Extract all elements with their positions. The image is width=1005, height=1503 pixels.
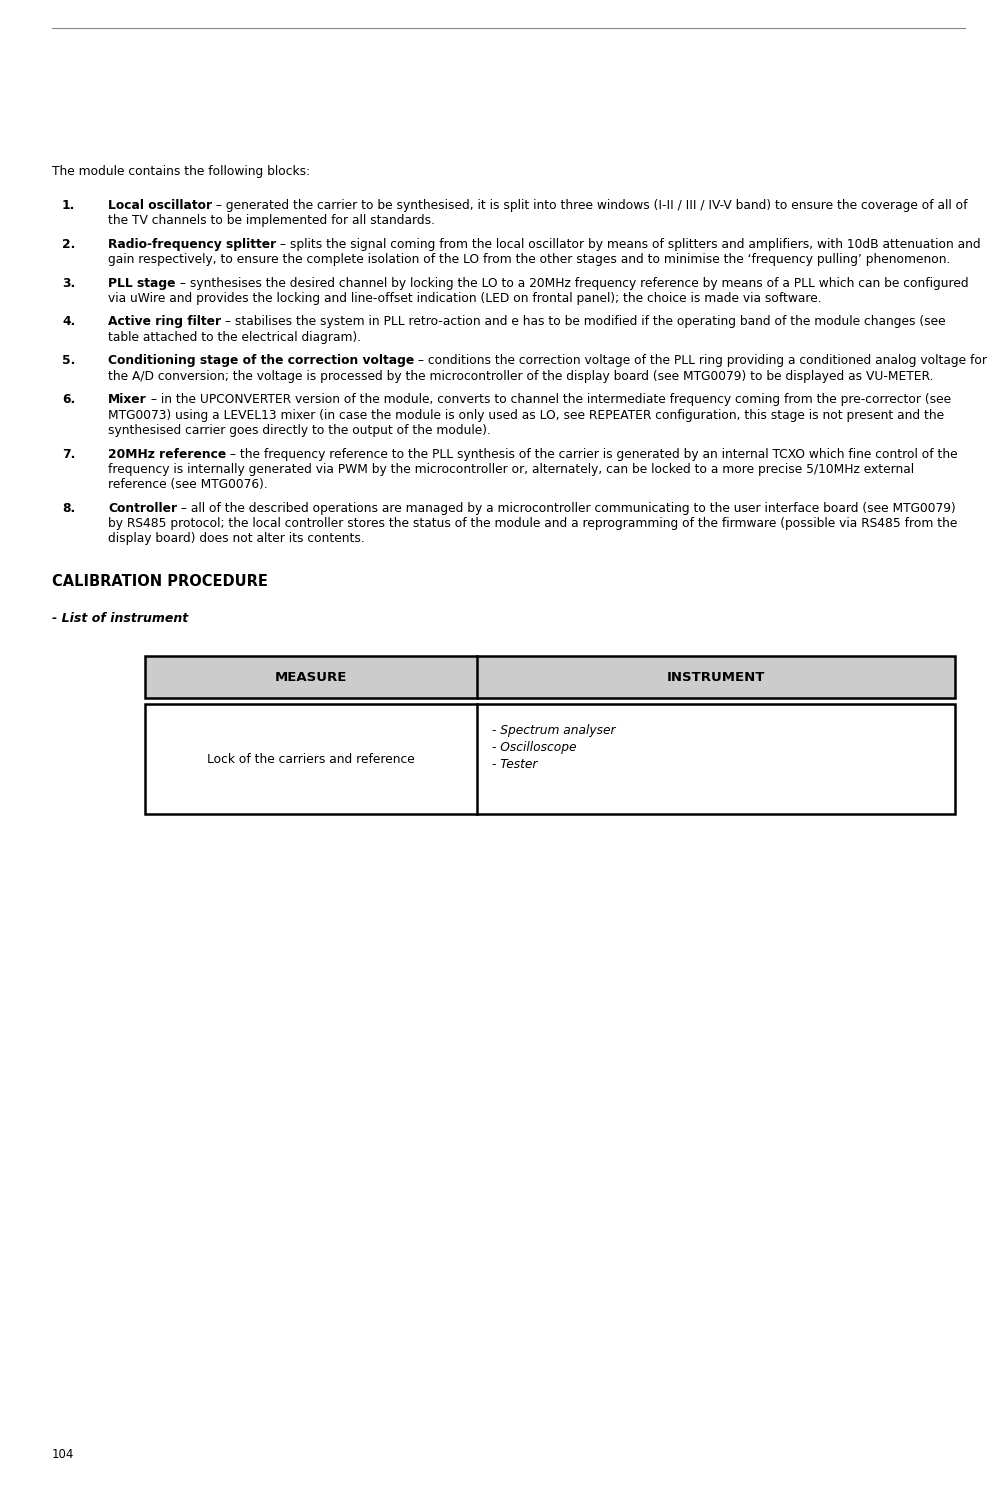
Text: – synthesises the desired channel by locking the LO to a 20MHz frequency referen: – synthesises the desired channel by loc… [176, 277, 968, 290]
Text: 2.: 2. [62, 237, 75, 251]
Text: - Oscilloscope: - Oscilloscope [492, 741, 577, 755]
Text: – stabilises the system in PLL retro-action and e has to be modified if the oper: – stabilises the system in PLL retro-act… [221, 316, 946, 329]
Text: The module contains the following blocks:: The module contains the following blocks… [52, 165, 311, 177]
Text: – generated the carrier to be synthesised, it is split into three windows (I-II : – generated the carrier to be synthesise… [212, 198, 968, 212]
Text: the A/D conversion; the voltage is processed by the microcontroller of the displ: the A/D conversion; the voltage is proce… [108, 370, 934, 383]
Text: Lock of the carriers and reference: Lock of the carriers and reference [207, 753, 415, 767]
Text: 1.: 1. [62, 198, 75, 212]
Text: – all of the described operations are managed by a microcontroller communicating: – all of the described operations are ma… [177, 502, 956, 516]
Text: PLL stage: PLL stage [108, 277, 176, 290]
Text: 5.: 5. [62, 355, 75, 367]
Text: Mixer: Mixer [108, 394, 147, 406]
Bar [145, 657, 955, 699]
Text: - Spectrum analyser: - Spectrum analyser [492, 724, 616, 736]
Bar [145, 705, 955, 815]
Text: MTG0073) using a LEVEL13 mixer (in case the module is only used as LO, see REPEA: MTG0073) using a LEVEL13 mixer (in case … [108, 409, 944, 422]
Text: – the frequency reference to the PLL synthesis of the carrier is generated by an: – the frequency reference to the PLL syn… [226, 448, 958, 460]
Text: gain respectively, to ensure the complete isolation of the LO from the other sta: gain respectively, to ensure the complet… [108, 253, 951, 266]
Text: 104: 104 [52, 1447, 74, 1461]
Text: Active ring filter: Active ring filter [108, 316, 221, 329]
Text: 20MHz reference: 20MHz reference [108, 448, 226, 460]
Text: Conditioning stage of the correction voltage: Conditioning stage of the correction vol… [108, 355, 414, 367]
Text: 4.: 4. [62, 316, 75, 329]
Text: - Tester: - Tester [492, 759, 538, 771]
Text: reference (see MTG0076).: reference (see MTG0076). [108, 478, 267, 491]
Text: CALIBRATION PROCEDURE: CALIBRATION PROCEDURE [52, 574, 268, 589]
Text: – conditions the correction voltage of the PLL ring providing a conditioned anal: – conditions the correction voltage of t… [414, 355, 987, 367]
Text: 7.: 7. [62, 448, 75, 460]
Text: by RS485 protocol; the local controller stores the status of the module and a re: by RS485 protocol; the local controller … [108, 517, 958, 531]
Text: 3.: 3. [62, 277, 75, 290]
Text: - List of instrument: - List of instrument [52, 612, 188, 625]
Text: – in the UPCONVERTER version of the module, converts to channel the intermediate: – in the UPCONVERTER version of the modu… [147, 394, 951, 406]
Text: – splits the signal coming from the local oscillator by means of splitters and a: – splits the signal coming from the loca… [276, 237, 981, 251]
Text: table attached to the electrical diagram).: table attached to the electrical diagram… [108, 331, 361, 344]
Text: INSTRUMENT: INSTRUMENT [667, 670, 765, 684]
Text: display board) does not alter its contents.: display board) does not alter its conten… [108, 532, 365, 546]
Text: frequency is internally generated via PWM by the microcontroller or, alternately: frequency is internally generated via PW… [108, 463, 915, 476]
Text: Radio-frequency splitter: Radio-frequency splitter [108, 237, 276, 251]
Text: the TV channels to be implemented for all standards.: the TV channels to be implemented for al… [108, 213, 435, 227]
Text: synthesised carrier goes directly to the output of the module).: synthesised carrier goes directly to the… [108, 424, 490, 437]
Text: 6.: 6. [62, 394, 75, 406]
Text: 8.: 8. [62, 502, 75, 516]
Text: MEASURE: MEASURE [274, 670, 348, 684]
Text: via uWire and provides the locking and line-offset indication (LED on frontal pa: via uWire and provides the locking and l… [108, 292, 822, 305]
Text: Local oscillator: Local oscillator [108, 198, 212, 212]
Text: Controller: Controller [108, 502, 177, 516]
